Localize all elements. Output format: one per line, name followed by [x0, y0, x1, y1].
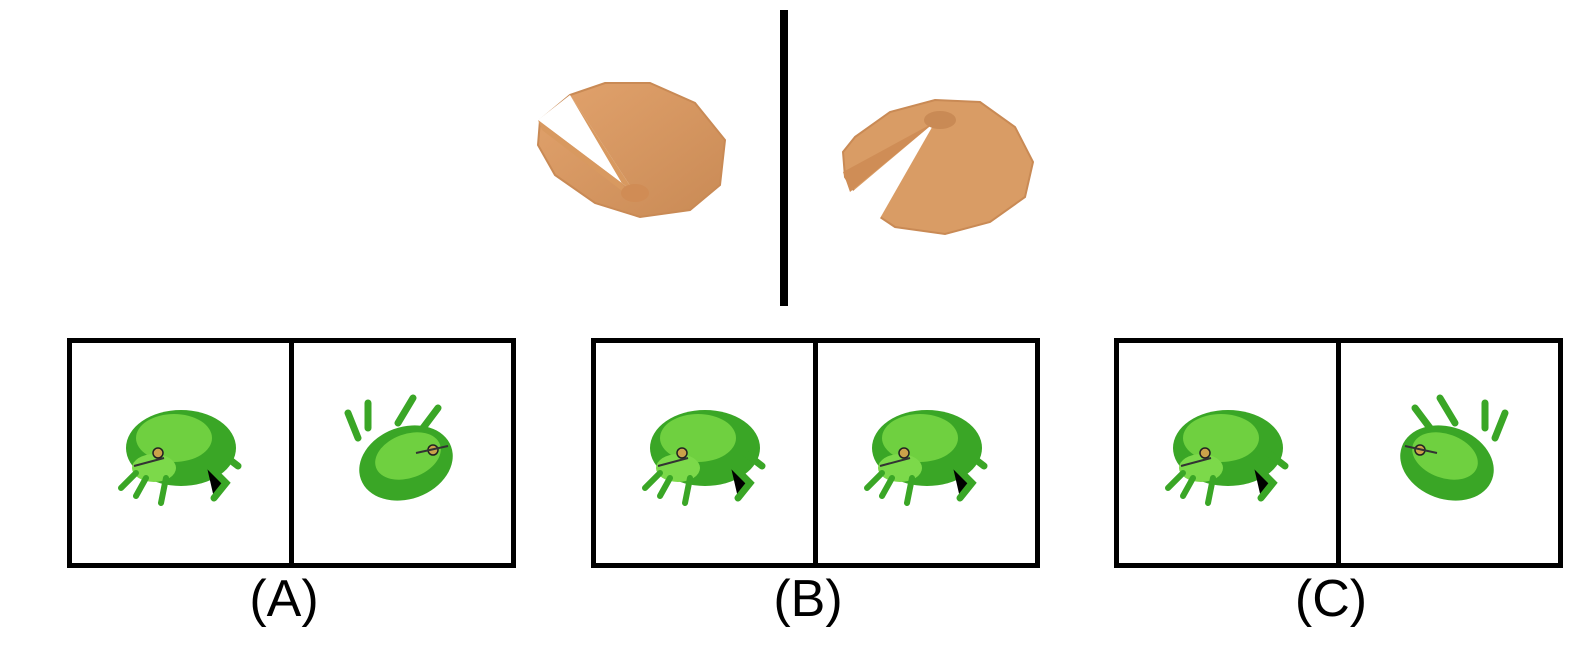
option-b-label: (B) [773, 570, 843, 628]
reference-left-lily-pad [536, 82, 727, 219]
option-a-right-view [294, 343, 511, 563]
option-b-left-view [596, 343, 818, 563]
frog-front-icon [117, 410, 241, 506]
option-b-right-view [818, 343, 1035, 563]
frog-front-icon [641, 410, 765, 506]
option-a-label: (A) [249, 570, 319, 628]
option-c-panel[interactable] [1114, 338, 1563, 568]
option-c-label: (C) [1294, 570, 1368, 628]
option-a-left-view [72, 343, 294, 563]
option-c-left-view [1119, 343, 1341, 563]
frog-top-rotated-icon [344, 394, 453, 501]
frog-front-icon [1164, 410, 1288, 506]
option-c-right-view [1341, 343, 1558, 563]
reference-right-lily-pad [840, 98, 1035, 236]
option-a-panel[interactable] [67, 338, 516, 568]
reference-divider [780, 10, 788, 306]
option-b-panel[interactable] [591, 338, 1040, 568]
frog-top-mirrored-icon [1399, 394, 1508, 501]
frog-front-icon [863, 410, 987, 506]
